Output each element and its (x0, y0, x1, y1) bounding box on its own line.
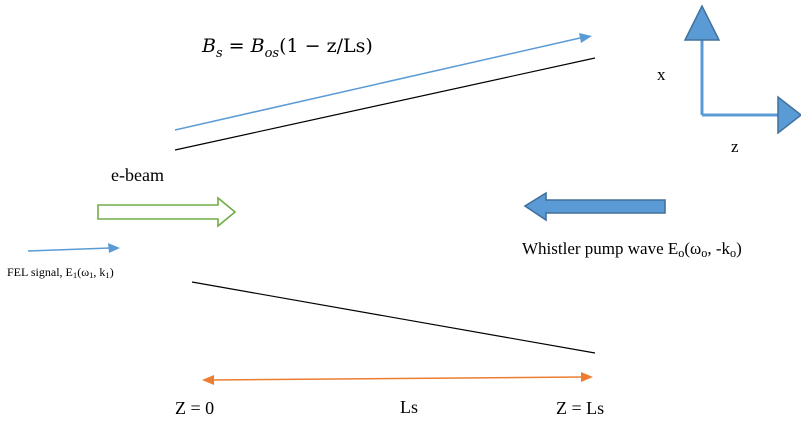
signal-label-prefix: FEL signal, E (7, 265, 73, 279)
pump-label-sub2: o (701, 246, 708, 261)
pump-wave-arrow (523, 191, 666, 222)
lower-boundary-line (191, 281, 596, 354)
field-arrow (174, 33, 592, 131)
field-equation: Bs = Bos(1 − z/Ls) (202, 35, 373, 61)
signal-label-sub1: 1 (72, 270, 78, 281)
pump-label-open: (ω (684, 239, 702, 258)
pump-label-mid: , -k (707, 239, 731, 258)
eq-rhs-rest: (1 − z/Ls) (279, 35, 373, 57)
fel-signal-arrow (27, 243, 120, 253)
signal-label-open: (ω (77, 265, 90, 279)
signal-label-sub3: 1 (105, 270, 110, 281)
pump-label-close: ) (736, 239, 742, 258)
signal-label-sub2: 1 (89, 270, 94, 281)
length-arrow (202, 372, 593, 385)
upper-boundary-line (174, 57, 596, 151)
zl-label: Z = Ls (556, 398, 605, 418)
pump-label-prefix: Whistler pump wave E (522, 239, 679, 258)
eq-lhs-sub: s (215, 46, 223, 61)
eq-lhs-symbol: B (202, 35, 216, 57)
signal-label-mid: , k (93, 265, 106, 279)
fel-signal-label: FEL signal, E1(ω1, k1) (7, 265, 114, 281)
eq-rhs-sub: os (264, 46, 280, 61)
z-axis-label: z (731, 137, 739, 156)
pump-label-sub3: o (730, 246, 737, 261)
eq-rhs-symbol: B (250, 35, 265, 57)
length-label: Ls (400, 397, 418, 417)
z0-label: Z = 0 (175, 398, 215, 418)
axes-icon (683, 4, 801, 135)
x-axis-label: x (657, 65, 666, 84)
signal-label-close: ) (109, 265, 114, 279)
pump-wave-label: Whistler pump wave Eo(ωo, -ko) (522, 239, 742, 261)
ebeam-arrow (97, 196, 237, 228)
eq-equals: = (222, 35, 251, 57)
ebeam-label: e-beam (111, 165, 164, 185)
pump-label-sub1: o (678, 246, 685, 261)
